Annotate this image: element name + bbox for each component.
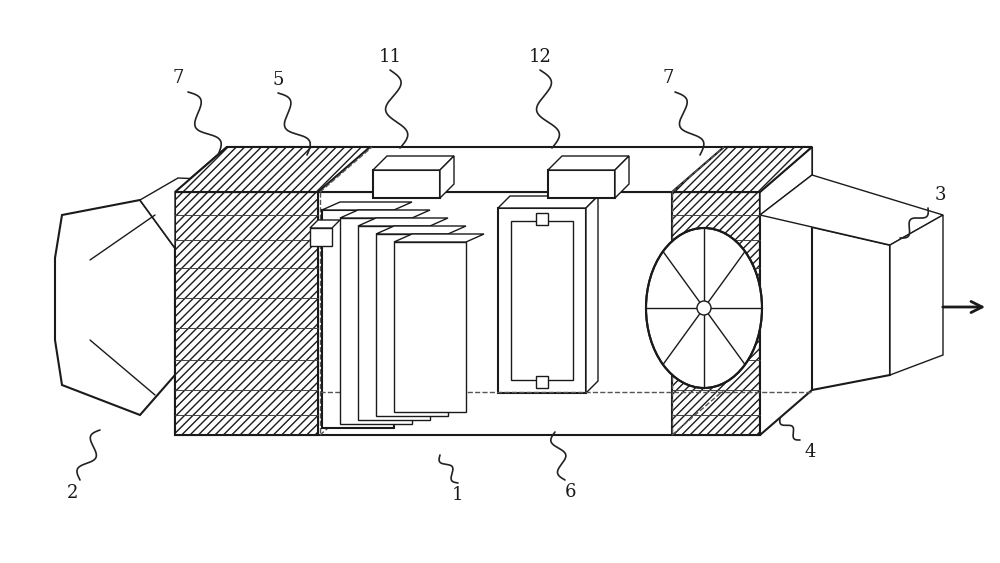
Polygon shape <box>498 196 598 208</box>
Polygon shape <box>358 226 430 420</box>
Polygon shape <box>358 218 448 226</box>
Ellipse shape <box>646 228 762 388</box>
Polygon shape <box>760 175 943 245</box>
Polygon shape <box>376 234 448 416</box>
Polygon shape <box>322 202 412 210</box>
Polygon shape <box>373 170 440 198</box>
Text: 12: 12 <box>529 48 551 66</box>
Polygon shape <box>373 156 454 170</box>
Polygon shape <box>586 196 598 393</box>
Text: 7: 7 <box>662 69 674 87</box>
Polygon shape <box>175 147 812 192</box>
Polygon shape <box>340 210 430 218</box>
Polygon shape <box>310 228 332 246</box>
Text: 1: 1 <box>452 486 464 504</box>
Polygon shape <box>536 213 548 225</box>
Bar <box>175 192 318 435</box>
Polygon shape <box>394 234 484 242</box>
Text: 3: 3 <box>934 186 946 204</box>
Polygon shape <box>536 376 548 388</box>
Polygon shape <box>760 215 890 400</box>
Text: 6: 6 <box>564 483 576 501</box>
Polygon shape <box>376 226 466 234</box>
Polygon shape <box>615 156 629 198</box>
Polygon shape <box>760 147 812 435</box>
Polygon shape <box>548 156 629 170</box>
Polygon shape <box>175 192 760 435</box>
Text: 11: 11 <box>378 48 402 66</box>
Polygon shape <box>498 208 586 393</box>
Polygon shape <box>440 156 454 198</box>
Polygon shape <box>890 215 943 375</box>
Polygon shape <box>394 242 466 412</box>
Text: 5: 5 <box>272 71 284 89</box>
Text: 4: 4 <box>804 443 816 461</box>
Polygon shape <box>175 147 370 192</box>
Polygon shape <box>310 220 340 228</box>
Text: 7: 7 <box>172 69 184 87</box>
Polygon shape <box>511 221 573 380</box>
Text: 2: 2 <box>66 484 78 502</box>
Polygon shape <box>55 200 175 415</box>
Polygon shape <box>340 218 412 424</box>
Polygon shape <box>672 147 812 192</box>
Polygon shape <box>548 170 615 198</box>
Bar <box>672 192 760 435</box>
Polygon shape <box>140 178 227 248</box>
Ellipse shape <box>697 301 711 315</box>
Polygon shape <box>760 147 812 215</box>
Polygon shape <box>322 210 394 428</box>
